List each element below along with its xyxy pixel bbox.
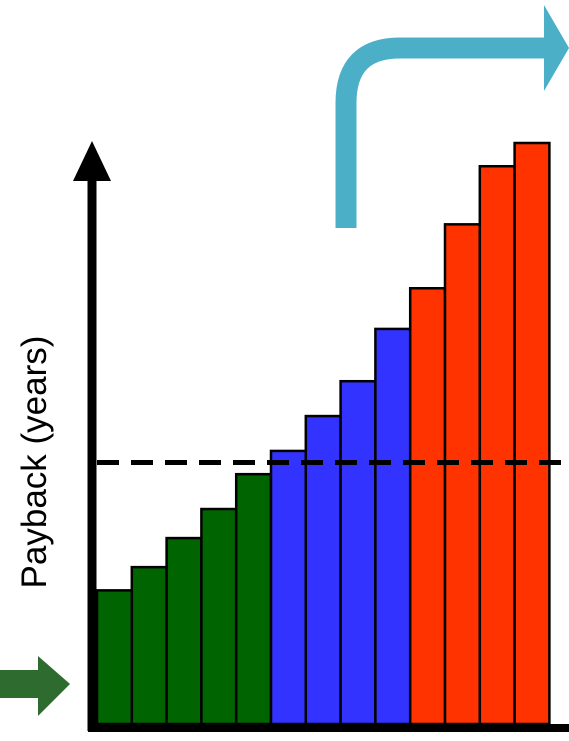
bar-13: [513, 141, 551, 726]
bar-4: [200, 507, 238, 726]
bar-12: [478, 164, 516, 726]
bar-5: [234, 472, 273, 726]
bar-11: [443, 223, 482, 726]
axes: [73, 141, 569, 732]
bar-10: [408, 287, 447, 726]
bar-8: [339, 379, 377, 726]
bar-1: [95, 589, 134, 726]
blue-curved-arrow-icon: [335, 5, 569, 228]
bar-3: [165, 536, 203, 726]
bar-9: [374, 327, 412, 726]
bars-group: [95, 141, 551, 726]
y-axis-label: Payback (years): [15, 336, 54, 589]
bar-6: [269, 449, 308, 726]
green-arrow-icon: [0, 656, 70, 716]
y-axis-arrowhead: [73, 141, 111, 181]
bar-2: [130, 565, 168, 726]
